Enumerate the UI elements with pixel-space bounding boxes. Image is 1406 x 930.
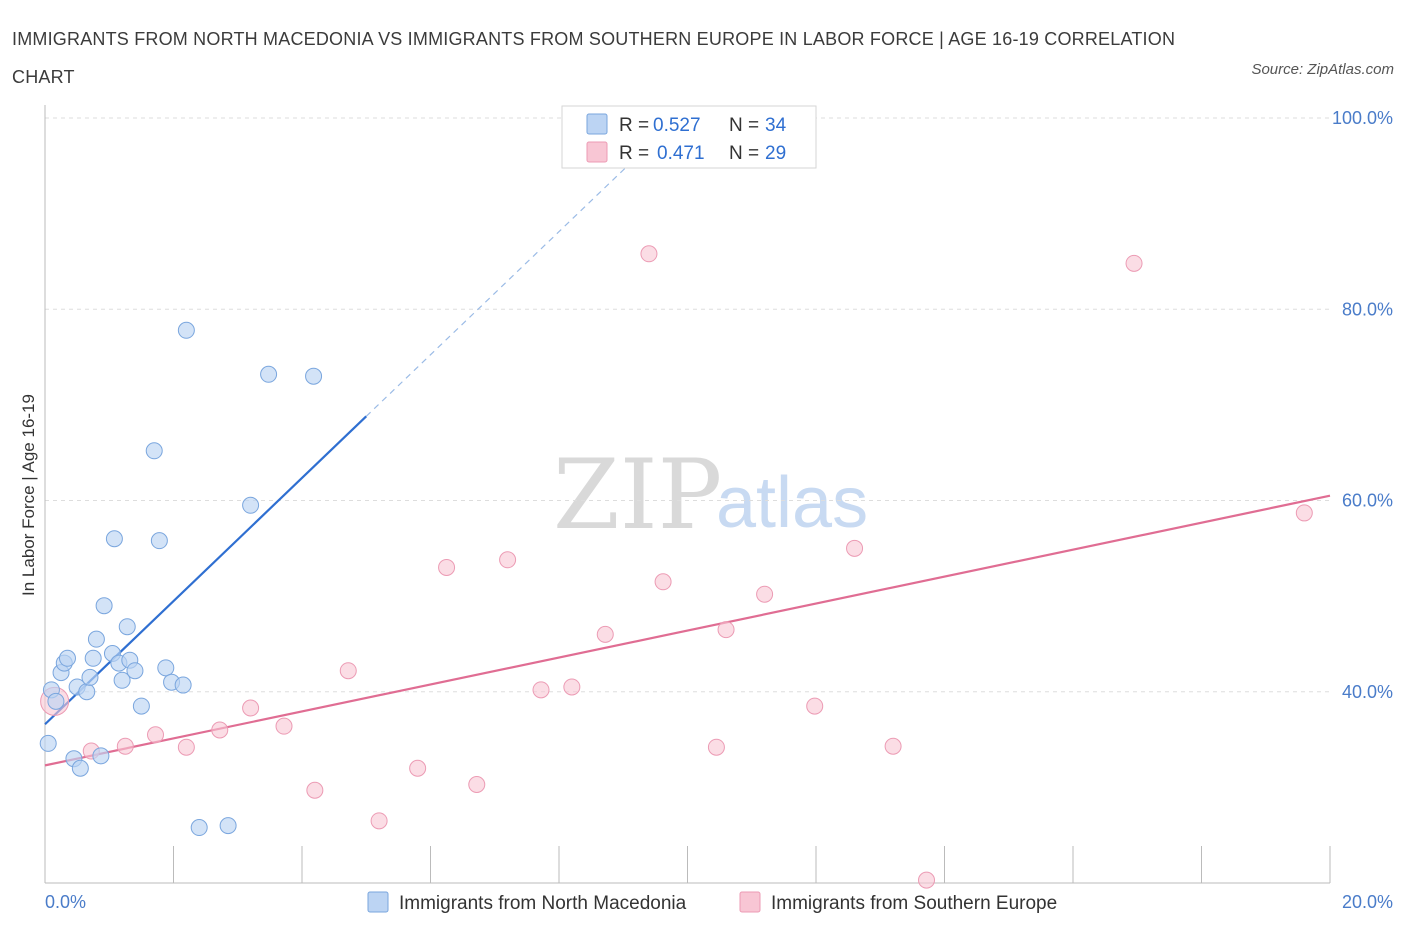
point-southern-europe [806, 697, 824, 715]
point-southern-europe [532, 681, 550, 699]
point-north-macedonia [132, 697, 150, 715]
point-southern-europe [242, 699, 260, 717]
point-north-macedonia [47, 692, 65, 710]
point-southern-europe [306, 781, 324, 799]
x-tick-label: 20.0% [1342, 892, 1393, 912]
point-north-macedonia [260, 365, 278, 383]
bottom-legend-label-southern-europe: Immigrants from Southern Europe [771, 893, 1057, 914]
chart-title: IMMIGRANTS FROM NORTH MACEDONIA VS IMMIG… [12, 29, 1176, 87]
legend-n-label-2: N = [729, 143, 759, 164]
tick-labels: 40.0% 60.0% 80.0% 100.0% 0.0% 20.0% [45, 108, 1393, 912]
legend-swatch-north-macedonia [586, 113, 608, 135]
point-north-macedonia [157, 659, 175, 677]
point-southern-europe [654, 573, 672, 591]
point-southern-europe [438, 558, 456, 576]
point-southern-europe [1125, 254, 1143, 272]
legend-n-value-1: 34 [765, 115, 787, 136]
point-north-macedonia [145, 442, 163, 460]
source-label: Source: ZipAtlas.com [1251, 61, 1394, 78]
data-points [39, 245, 1313, 889]
point-north-macedonia [95, 597, 113, 615]
legend-n-label-1: N = [729, 115, 759, 136]
point-southern-europe [884, 737, 902, 755]
point-southern-europe [339, 662, 357, 680]
correlation-legend: R = 0.527 N = 34 R = 0.471 N = 29 [561, 105, 817, 169]
point-north-macedonia [305, 367, 323, 385]
legend-r-value-2: 0.471 [657, 143, 705, 164]
trend-line-north-macedonia [44, 415, 368, 726]
legend-swatch-southern-europe [586, 141, 608, 163]
point-north-macedonia [92, 747, 110, 765]
point-north-macedonia [190, 819, 208, 837]
point-southern-europe [1295, 504, 1313, 522]
point-north-macedonia [150, 532, 168, 550]
point-north-macedonia [39, 734, 57, 752]
y-tick-label: 60.0% [1342, 491, 1393, 511]
point-southern-europe [499, 551, 517, 569]
point-southern-europe [177, 738, 195, 756]
point-southern-europe [707, 738, 725, 756]
bottom-legend-swatch-southern-europe [739, 891, 761, 913]
point-north-macedonia [71, 759, 89, 777]
legend-r-value-1: 0.527 [653, 115, 701, 136]
legend-n-value-2: 29 [765, 143, 786, 164]
point-southern-europe [116, 737, 134, 755]
point-north-macedonia [126, 662, 144, 680]
point-north-macedonia [58, 649, 76, 667]
bottom-legend-label-north-macedonia: Immigrants from North Macedonia [399, 893, 687, 914]
legend-r-label-1: R = [619, 115, 649, 136]
point-southern-europe [275, 717, 293, 735]
point-north-macedonia [113, 671, 131, 689]
point-southern-europe [717, 621, 735, 639]
point-north-macedonia [177, 321, 195, 339]
x-tick-label: 0.0% [45, 892, 86, 912]
point-southern-europe [756, 585, 774, 603]
point-southern-europe [468, 776, 486, 794]
point-southern-europe [563, 678, 581, 696]
y-axis-label: In Labor Force | Age 16-19 [19, 394, 38, 596]
point-southern-europe [370, 812, 388, 830]
trend-line-southern-europe [44, 494, 1331, 767]
point-southern-europe [846, 539, 864, 557]
point-southern-europe [596, 625, 614, 643]
point-southern-europe [918, 871, 936, 889]
axes [44, 105, 1331, 884]
point-north-macedonia [219, 817, 237, 835]
point-north-macedonia [105, 530, 123, 548]
gridlines [45, 117, 1330, 693]
point-southern-europe [211, 721, 229, 739]
point-southern-europe [147, 726, 165, 744]
trend-extrapolation-north-macedonia [365, 138, 656, 417]
point-north-macedonia [84, 649, 102, 667]
point-north-macedonia [118, 618, 136, 636]
y-tick-label: 80.0% [1342, 299, 1393, 319]
point-north-macedonia [81, 668, 99, 686]
point-southern-europe [640, 245, 658, 263]
point-north-macedonia [242, 496, 260, 514]
watermark-zip: ZIP [553, 439, 722, 551]
y-tick-label: 40.0% [1342, 682, 1393, 702]
legend-r-label-2: R = [619, 143, 649, 164]
point-north-macedonia [78, 683, 96, 701]
bottom-legend-swatch-north-macedonia [367, 891, 389, 913]
point-southern-europe [409, 759, 427, 777]
series-legend: Immigrants from North Macedonia Immigran… [367, 891, 1057, 914]
y-tick-label: 100.0% [1332, 108, 1393, 128]
point-north-macedonia [174, 676, 192, 694]
watermark-atlas: atlas [716, 463, 868, 543]
point-north-macedonia [87, 630, 105, 648]
trend-lines [44, 138, 1331, 767]
